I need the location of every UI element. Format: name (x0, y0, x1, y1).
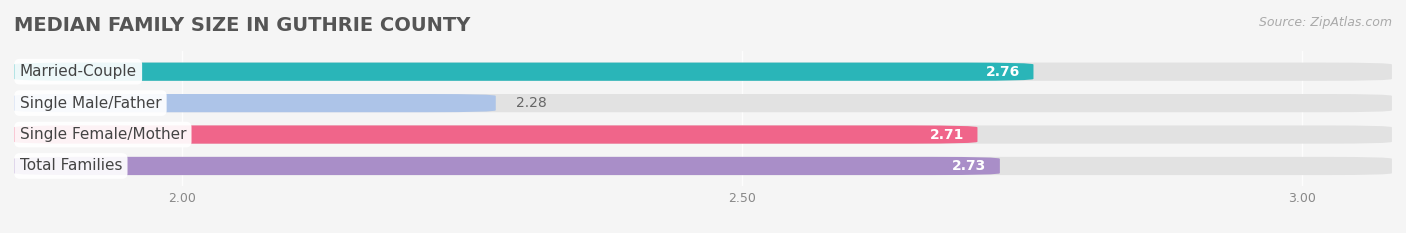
Text: MEDIAN FAMILY SIZE IN GUTHRIE COUNTY: MEDIAN FAMILY SIZE IN GUTHRIE COUNTY (14, 16, 471, 35)
FancyBboxPatch shape (14, 94, 1392, 112)
Text: Single Male/Father: Single Male/Father (20, 96, 162, 111)
FancyBboxPatch shape (14, 63, 1033, 81)
Text: Single Female/Mother: Single Female/Mother (20, 127, 186, 142)
FancyBboxPatch shape (14, 94, 496, 112)
FancyBboxPatch shape (14, 125, 977, 144)
Text: 2.73: 2.73 (952, 159, 987, 173)
FancyBboxPatch shape (14, 125, 1392, 144)
Text: 2.71: 2.71 (929, 127, 965, 141)
Text: Total Families: Total Families (20, 158, 122, 174)
FancyBboxPatch shape (14, 157, 1392, 175)
FancyBboxPatch shape (14, 157, 1000, 175)
Text: Source: ZipAtlas.com: Source: ZipAtlas.com (1258, 16, 1392, 29)
Text: Married-Couple: Married-Couple (20, 64, 136, 79)
FancyBboxPatch shape (14, 63, 1392, 81)
Text: 2.28: 2.28 (516, 96, 547, 110)
Text: 2.76: 2.76 (986, 65, 1019, 79)
